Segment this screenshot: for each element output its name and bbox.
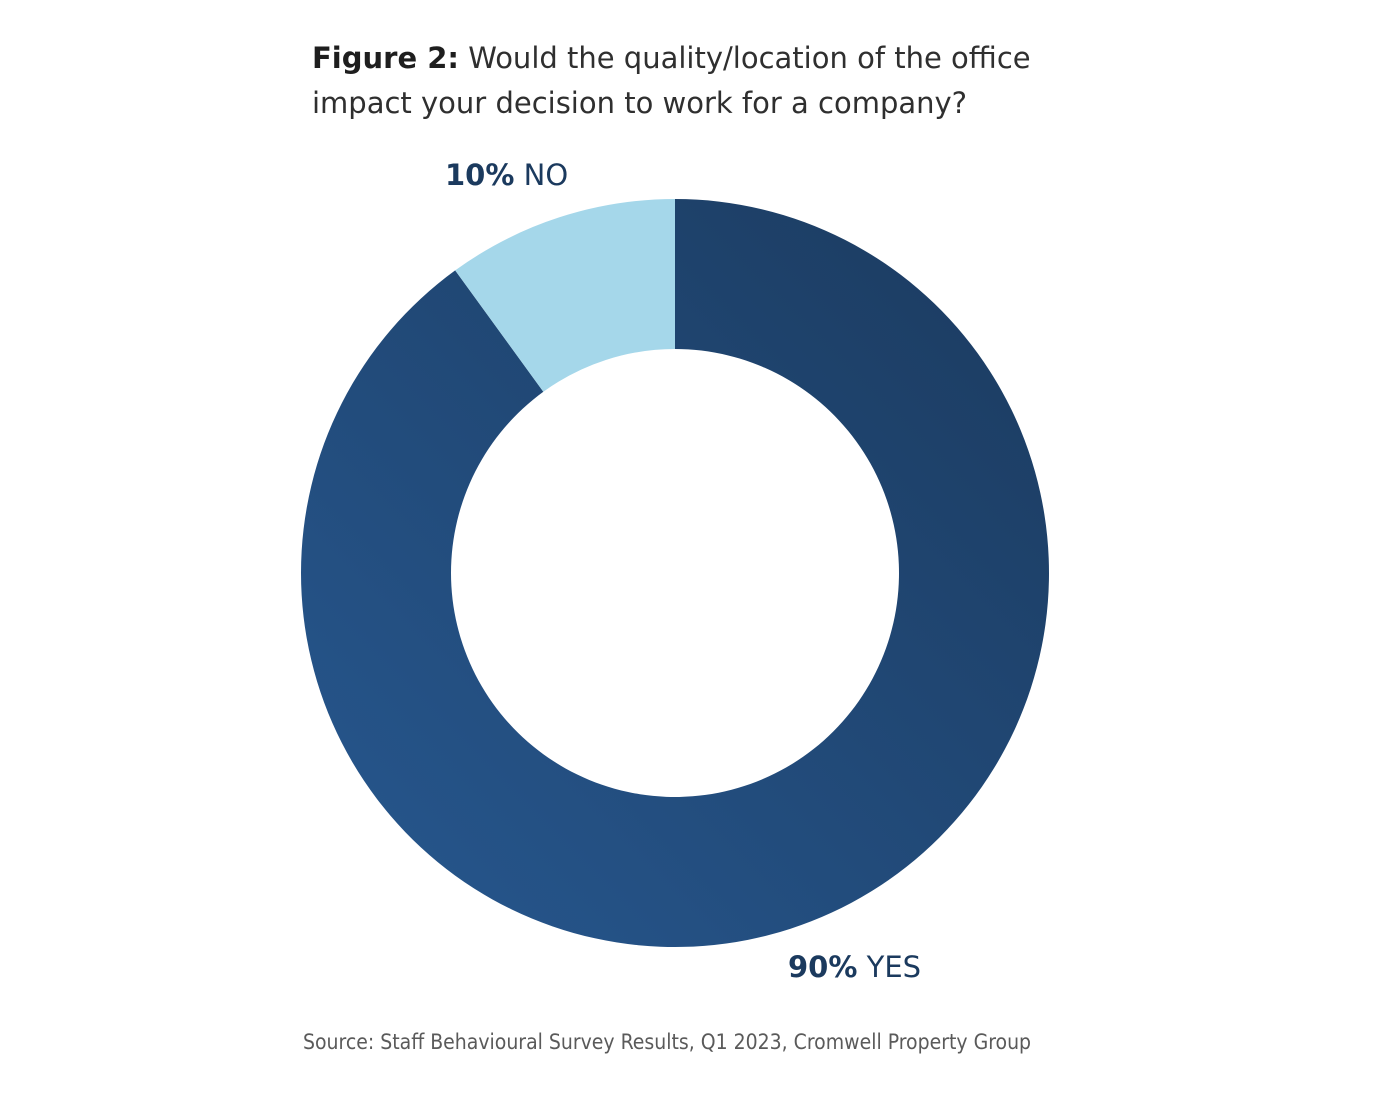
chart-title: Figure 2: Would the quality/location of … [312,36,1132,126]
donut-slice-yes [300,199,1049,947]
slice-label-name: YES [857,950,921,984]
slice-label-name: NO [514,158,568,192]
donut-slices [300,199,1049,947]
slice-label-yes: 90% YES [788,950,921,984]
donut-slice-no [455,199,675,392]
slice-label-no: 10% NO [445,158,568,192]
figure-label: Figure 2: [312,41,459,75]
figure-question: Would the quality/location of the office… [312,41,1031,120]
donut-labels: 90% YES 10% NO [445,158,921,984]
slice-label-pct: 10% [445,158,514,192]
slice-label-pct: 90% [788,950,857,984]
source-note: Source: Staff Behavioural Survey Results… [303,1030,1032,1054]
